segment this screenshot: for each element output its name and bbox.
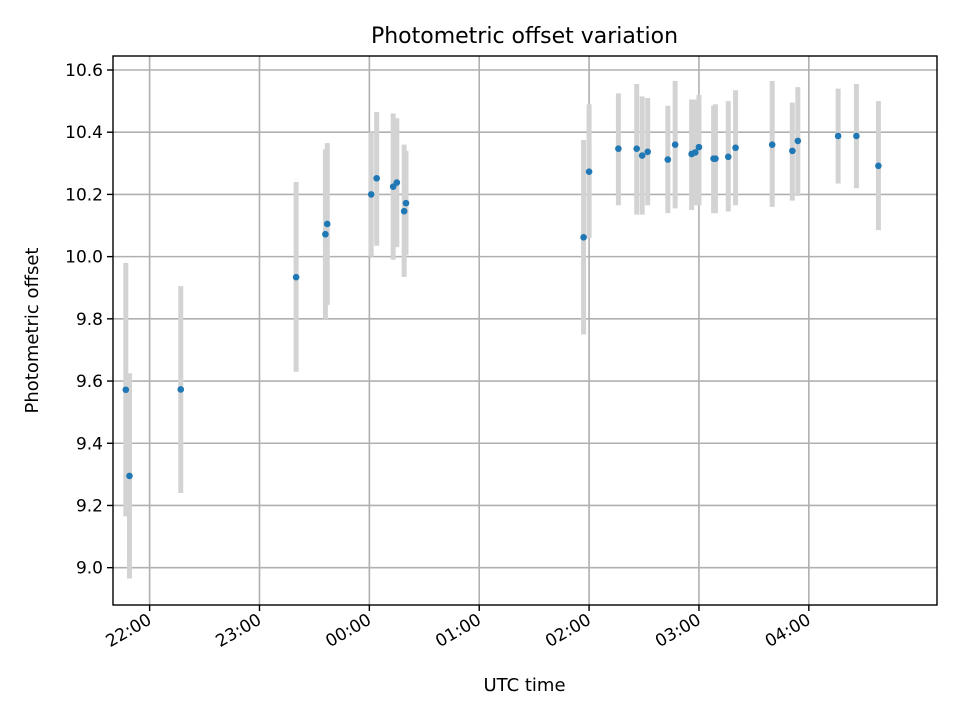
x-axis-label: UTC time [483, 675, 565, 696]
y-tick-label: 9.8 [76, 310, 103, 330]
data-point [177, 386, 185, 393]
data-point [695, 143, 703, 151]
x-tick-label: 23:00 [213, 610, 265, 652]
data-point [400, 207, 408, 215]
data-point [367, 191, 375, 198]
x-tick-label: 04:00 [762, 610, 814, 652]
x-tick-label: 03:00 [652, 610, 704, 652]
y-tick-label: 10.0 [65, 248, 103, 268]
y-tick-label: 9.4 [76, 434, 103, 454]
y-tick-label: 10.6 [65, 61, 103, 81]
data-point [789, 147, 796, 155]
data-point [768, 141, 776, 148]
data-point [664, 156, 672, 163]
data-point [732, 144, 739, 152]
data-point [373, 174, 380, 182]
data-point [292, 273, 300, 281]
data-point [122, 386, 130, 394]
data-points [122, 132, 882, 480]
data-point [585, 168, 593, 176]
data-point [724, 153, 732, 161]
data-point [323, 220, 331, 228]
error-bars [123, 80, 881, 579]
y-tick-label: 9.0 [76, 559, 103, 579]
data-point [834, 132, 842, 140]
y-tick-label: 9.6 [76, 372, 103, 392]
x-tick-label: 22:00 [103, 610, 155, 652]
y-axis: 9.0 9.2 9.4 9.6 9.8 10.0 10.2 10.4 10.6 [65, 61, 113, 579]
data-point [794, 137, 802, 145]
data-point [853, 132, 860, 140]
data-point [615, 145, 622, 152]
data-point [875, 162, 882, 170]
x-axis: 22:00 23:00 00:00 01:00 02:00 03:00 04:00 [103, 605, 814, 652]
data-point [402, 199, 410, 207]
grid [113, 56, 937, 605]
data-point [633, 145, 640, 152]
y-tick-label: 9.2 [76, 496, 103, 516]
x-tick-label: 01:00 [432, 610, 484, 652]
y-tick-label: 10.4 [65, 123, 103, 143]
data-point [580, 234, 587, 241]
data-point [644, 148, 651, 156]
data-point [393, 179, 401, 186]
x-tick-label: 00:00 [322, 610, 374, 652]
y-axis-label: Photometric offset [22, 248, 43, 414]
chart-title: Photometric offset variation [371, 24, 678, 49]
data-point [126, 472, 133, 480]
data-point [322, 230, 329, 238]
y-tick-label: 10.2 [65, 185, 103, 205]
data-point [638, 152, 646, 159]
data-point [712, 155, 719, 162]
data-point [691, 149, 699, 156]
x-tick-label: 02:00 [542, 610, 594, 652]
data-point [671, 141, 679, 148]
plot-frame [112, 55, 938, 606]
